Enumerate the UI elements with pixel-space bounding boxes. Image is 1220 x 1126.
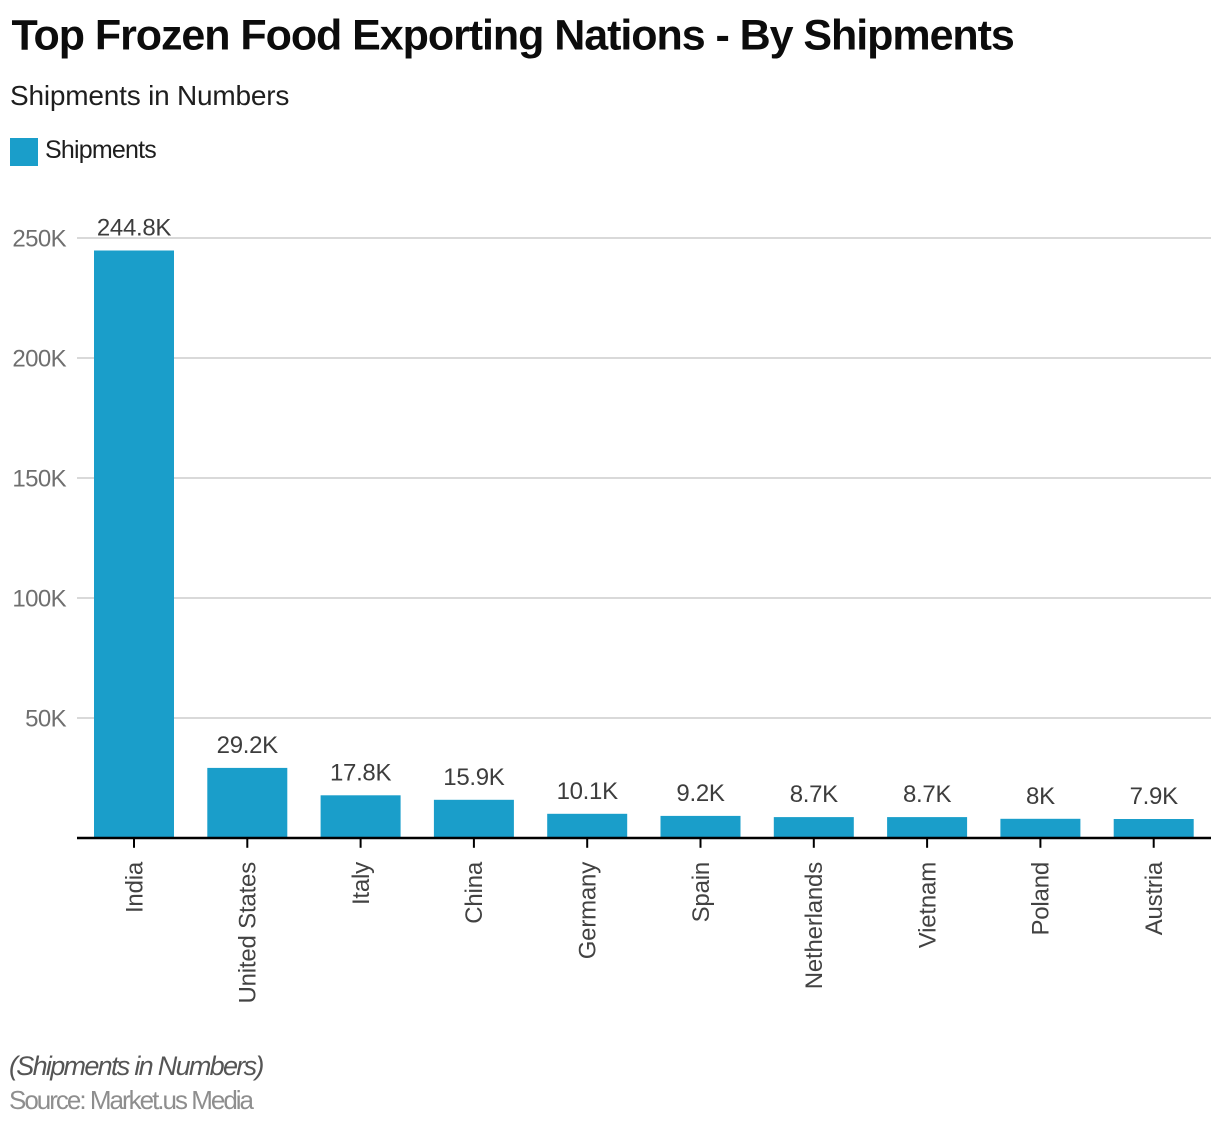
svg-text:China: China [461, 861, 488, 924]
svg-text:9.2K: 9.2K [676, 780, 724, 807]
svg-text:7.9K: 7.9K [1130, 783, 1178, 810]
svg-text:United States: United States [235, 862, 262, 1004]
svg-text:Shipments: Shipments [45, 136, 156, 164]
svg-text:Italy: Italy [348, 862, 375, 905]
svg-text:Shipments in Numbers: Shipments in Numbers [10, 80, 289, 111]
svg-text:8.7K: 8.7K [790, 781, 838, 808]
svg-text:100K: 100K [12, 586, 66, 613]
svg-text:50K: 50K [25, 706, 66, 733]
svg-text:8.7K: 8.7K [903, 781, 951, 808]
svg-text:17.8K: 17.8K [330, 759, 392, 786]
svg-text:(Shipments in Numbers): (Shipments in Numbers) [9, 1051, 263, 1081]
svg-text:29.2K: 29.2K [217, 732, 279, 759]
svg-text:200K: 200K [12, 346, 66, 373]
svg-text:Germany: Germany [575, 862, 602, 959]
svg-text:Austria: Austria [1141, 861, 1168, 935]
svg-text:150K: 150K [12, 466, 66, 493]
svg-text:Spain: Spain [688, 862, 715, 922]
svg-text:Netherlands: Netherlands [801, 862, 828, 989]
svg-text:India: India [121, 861, 148, 913]
svg-text:10.1K: 10.1K [557, 778, 619, 805]
svg-text:8K: 8K [1026, 783, 1055, 810]
svg-text:Vietnam: Vietnam [914, 862, 941, 948]
svg-text:15.9K: 15.9K [443, 764, 505, 791]
svg-text:250K: 250K [12, 226, 66, 253]
svg-text:244.8K: 244.8K [97, 215, 172, 242]
svg-text:Source: Market.us Media: Source: Market.us Media [9, 1085, 255, 1115]
svg-text:Top Frozen Food Exporting Nati: Top Frozen Food Exporting Nations - By S… [12, 12, 1014, 60]
svg-text:Poland: Poland [1028, 862, 1055, 936]
